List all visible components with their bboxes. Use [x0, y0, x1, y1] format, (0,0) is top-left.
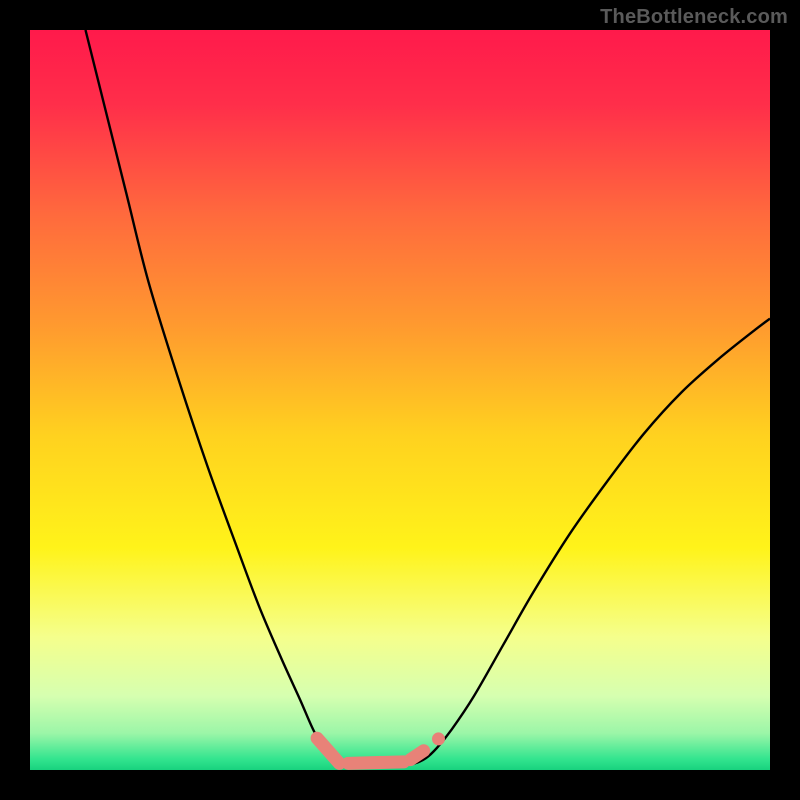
plot-area [30, 30, 770, 770]
bottleneck-chart [30, 30, 770, 770]
gradient-background [30, 30, 770, 770]
highlight-segment [348, 762, 404, 763]
highlight-dot [432, 732, 445, 745]
watermark-text: TheBottleneck.com [600, 6, 788, 29]
highlight-segment [410, 751, 423, 760]
